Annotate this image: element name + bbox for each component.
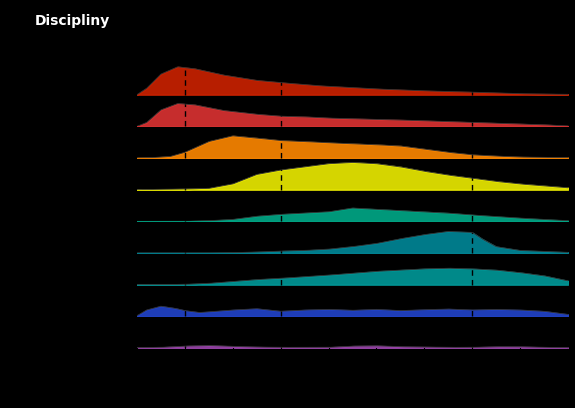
Text: PZ1: PZ1 <box>198 355 220 366</box>
Text: Tvorba podnik. modelu: Tvorba podnik. modelu <box>0 74 133 84</box>
Text: Správa požadavků: Správa požadavků <box>18 104 133 117</box>
Text: Discipliny: Discipliny <box>34 14 110 28</box>
Text: T3: T3 <box>393 355 407 366</box>
Text: Zahájení: Zahájení <box>135 42 187 55</box>
Text: Iterace: Iterace <box>322 381 383 396</box>
Text: P2: P2 <box>537 355 551 366</box>
Text: Řízení projektu: Řízení projektu <box>39 295 133 306</box>
Text: Testování: Testování <box>74 200 133 211</box>
Text: Příprava: Příprava <box>208 42 258 55</box>
Text: Fáze projektu: Fáze projektu <box>289 12 416 30</box>
Text: Předávání: Předávání <box>491 42 550 55</box>
Text: T1: T1 <box>298 355 312 366</box>
Text: Z1: Z1 <box>154 355 168 366</box>
Text: P1: P1 <box>489 355 503 366</box>
Text: Konfigurace a změny: Konfigurace a změny <box>9 264 133 274</box>
Text: Konstrukce: Konstrukce <box>344 42 409 55</box>
Text: TN: TN <box>440 355 456 366</box>
Text: PZ2: PZ2 <box>246 355 267 366</box>
Text: Správa prostředí: Správa prostředí <box>28 327 133 337</box>
Text: Implementace: Implementace <box>45 169 133 179</box>
Text: Analýza a návrh: Analýza a návrh <box>33 137 133 148</box>
Text: Nasazení: Nasazení <box>76 232 133 242</box>
Text: T2: T2 <box>346 355 359 366</box>
